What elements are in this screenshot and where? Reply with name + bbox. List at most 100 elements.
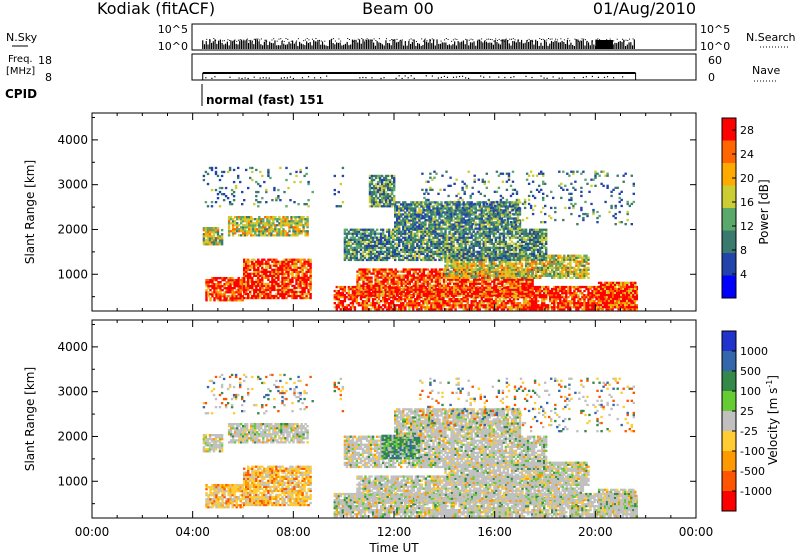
rti-cell bbox=[388, 294, 391, 297]
rti-cell bbox=[371, 302, 375, 305]
rti-cell bbox=[440, 294, 444, 297]
rti-cell bbox=[343, 300, 347, 303]
rti-cell bbox=[541, 308, 544, 311]
rti-cell bbox=[486, 304, 489, 307]
rti-cell bbox=[475, 282, 478, 285]
rti-cell bbox=[422, 276, 426, 279]
rti-cell bbox=[283, 274, 286, 277]
rti-cell bbox=[465, 278, 468, 281]
rti-cell bbox=[206, 229, 210, 232]
rti-cell bbox=[424, 287, 427, 291]
nsearch-dot bbox=[484, 39, 486, 41]
rti-cell bbox=[543, 302, 546, 305]
rti-cell bbox=[414, 286, 417, 289]
rti-cell bbox=[277, 296, 280, 300]
rti-cell bbox=[462, 296, 465, 299]
rti-cell bbox=[374, 270, 377, 273]
rti-cell bbox=[528, 304, 532, 307]
rti-cell bbox=[518, 260, 522, 263]
rti-cell bbox=[452, 296, 455, 299]
rti-cell bbox=[243, 276, 246, 279]
rti-cell bbox=[414, 300, 417, 303]
rti-cell bbox=[249, 296, 252, 300]
rti-cell bbox=[424, 302, 427, 305]
rti-cell bbox=[487, 278, 490, 281]
rti-cell bbox=[469, 280, 472, 283]
rti-cell bbox=[207, 285, 210, 288]
rti-cell bbox=[494, 306, 498, 309]
rti-cell bbox=[488, 302, 491, 305]
rti-cell bbox=[249, 278, 252, 281]
rti-cell bbox=[551, 256, 554, 259]
rti-cell bbox=[555, 298, 558, 301]
rti-cell bbox=[414, 306, 417, 309]
nsearch-dot bbox=[378, 38, 380, 40]
rti-cell bbox=[358, 292, 361, 295]
rti-cell bbox=[543, 266, 546, 269]
rti-cell bbox=[297, 270, 300, 273]
rti-cell bbox=[410, 290, 413, 293]
rti-cell bbox=[617, 300, 620, 303]
rti-cell bbox=[462, 270, 465, 273]
rti-cell bbox=[231, 232, 235, 235]
rti-cell bbox=[229, 277, 232, 280]
rti-cell bbox=[221, 285, 224, 288]
rti-cell bbox=[534, 272, 538, 275]
rti-cell bbox=[293, 264, 296, 267]
rti-cell bbox=[404, 286, 407, 289]
rti-cell bbox=[613, 304, 616, 307]
rti-cell bbox=[295, 262, 298, 265]
rti-cell bbox=[440, 276, 444, 279]
rti-cell bbox=[206, 241, 210, 244]
rti-cell bbox=[587, 306, 590, 309]
rti-cell bbox=[245, 292, 248, 296]
rti-cell bbox=[487, 292, 490, 295]
rti-cell bbox=[469, 288, 472, 291]
rti-cell bbox=[557, 292, 560, 295]
rti-cell bbox=[474, 268, 477, 271]
nave-dot bbox=[262, 77, 264, 79]
rti-cell bbox=[364, 276, 367, 279]
nsearch-dot bbox=[542, 38, 544, 40]
rti-cell bbox=[559, 294, 562, 297]
rti-cell bbox=[302, 230, 305, 233]
rti-cell bbox=[422, 302, 425, 305]
rti-cell bbox=[251, 278, 254, 281]
rti-cell bbox=[410, 296, 413, 299]
rti-cell bbox=[561, 270, 564, 273]
rti-cell bbox=[250, 220, 253, 223]
rti-cell bbox=[494, 308, 498, 311]
nsearch-dot bbox=[306, 38, 308, 40]
rti-cell bbox=[476, 276, 479, 279]
rti-cell bbox=[516, 272, 520, 275]
rti-cell bbox=[267, 270, 270, 273]
rti-cell bbox=[263, 282, 266, 286]
rti-cell bbox=[341, 294, 345, 297]
nsearch-dot bbox=[583, 38, 585, 40]
rti-cell bbox=[460, 260, 463, 263]
rti-cell bbox=[261, 258, 264, 261]
rti-cell bbox=[448, 290, 452, 293]
rti-cell bbox=[440, 272, 444, 275]
rti-cell bbox=[490, 262, 493, 265]
rti-cell bbox=[532, 262, 536, 265]
rti-cell bbox=[374, 292, 377, 295]
rti-cell bbox=[472, 274, 475, 277]
rti-cell bbox=[355, 238, 359, 241]
rti-cell bbox=[231, 222, 235, 225]
rti-cell bbox=[384, 278, 387, 281]
rti-cell bbox=[463, 292, 466, 295]
rti-cell bbox=[229, 295, 232, 298]
rti-cell bbox=[418, 278, 422, 281]
rti-cell bbox=[288, 234, 291, 237]
rti-cell bbox=[593, 302, 596, 305]
rti-cell bbox=[583, 289, 586, 293]
rti-cell bbox=[394, 308, 397, 311]
rti-cell bbox=[353, 292, 357, 295]
rti-cell bbox=[287, 272, 290, 275]
rti-cell bbox=[456, 298, 459, 301]
rti-cell bbox=[229, 218, 233, 221]
rti-cell bbox=[353, 285, 357, 289]
rti-cell bbox=[300, 218, 303, 221]
rti-cell bbox=[619, 296, 622, 299]
